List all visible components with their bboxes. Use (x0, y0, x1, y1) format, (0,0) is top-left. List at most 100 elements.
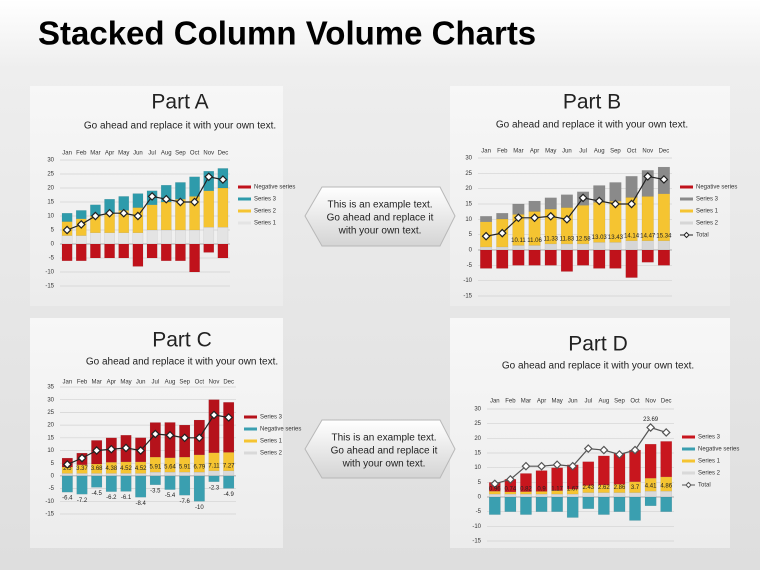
total-marker (224, 413, 234, 422)
bar-segment (488, 496, 501, 515)
bar-segment (528, 245, 541, 251)
bar-segment (535, 496, 548, 512)
x-tick-label: Jan (62, 380, 72, 386)
total-marker (490, 479, 500, 489)
bar-segment (625, 240, 638, 251)
y-tick-label: 35 (47, 385, 54, 391)
bar-segment (61, 212, 73, 222)
bar-segment (496, 246, 509, 251)
callout-text: Go ahead and replace it (331, 446, 438, 457)
bar-segment (496, 212, 509, 220)
y-tick-label: -5 (49, 256, 55, 262)
total-marker (106, 444, 116, 454)
bar-segment (179, 471, 191, 477)
bar-segment (135, 473, 147, 477)
data-label: 13.43 (608, 235, 624, 241)
y-tick-label: 10 (474, 465, 481, 471)
bar-segment (644, 490, 657, 498)
data-label: 4.86 (660, 484, 672, 490)
bar-segment (104, 243, 115, 259)
bar-segment (566, 493, 579, 498)
data-label: -6.4 (62, 496, 73, 502)
bar-segment (223, 470, 235, 477)
y-tick-label: -10 (45, 270, 54, 276)
y-tick-label: -15 (45, 512, 54, 518)
data-label: 5.91 (179, 465, 191, 471)
total-marker (121, 443, 131, 453)
x-tick-label: Jun (136, 380, 146, 386)
bar-segment (90, 232, 101, 245)
x-tick-label: Feb (77, 380, 88, 386)
bar-segment (61, 235, 73, 245)
total-marker (150, 429, 160, 439)
x-tick-label: Sep (175, 151, 186, 157)
y-tick-label: 15 (474, 451, 481, 457)
legend-label: Negative series (698, 447, 739, 453)
y-tick-label: 5 (478, 480, 482, 486)
bar-segment (118, 232, 130, 245)
data-label: 11.83 (560, 236, 575, 242)
bar-segment (160, 201, 172, 231)
x-tick-label: Sep (614, 399, 625, 405)
data-label: 14.47 (640, 233, 656, 239)
chart-subtitle: Go ahead and replace it with your own te… (84, 121, 276, 132)
y-tick-label: 10 (47, 448, 54, 454)
total-marker (627, 199, 637, 209)
bar-segment (189, 229, 200, 245)
total-marker (92, 446, 102, 455)
total-marker (147, 191, 157, 201)
bar-segment (91, 473, 103, 477)
bar-segment (641, 170, 654, 197)
bar-segment (593, 249, 606, 269)
bar-segment (609, 249, 622, 269)
data-label: 2.62 (598, 485, 610, 491)
bar-segment (120, 475, 132, 492)
data-label: 11.06 (527, 238, 542, 244)
bar-segment (641, 249, 654, 263)
bar-segment (175, 229, 186, 245)
x-tick-label: Oct (630, 399, 640, 405)
bar-segment (582, 461, 595, 486)
bar-segment (660, 490, 673, 498)
bar-segment (208, 399, 220, 453)
y-tick-label: 5 (469, 232, 473, 238)
legend-label: Series 1 (698, 459, 721, 465)
y-tick-label: 15 (465, 202, 472, 208)
bar-segment (625, 176, 638, 198)
callout-text: Go ahead and replace it (327, 213, 434, 224)
x-tick-label: Oct (190, 151, 200, 157)
x-tick-label: May (118, 151, 129, 157)
y-tick-label: 30 (465, 156, 472, 162)
bar-segment (598, 496, 610, 515)
bar-segment (496, 249, 509, 269)
total-line (485, 175, 665, 237)
y-tick-label: 15 (47, 200, 54, 206)
bar-segment (217, 226, 229, 245)
callout-shape (304, 186, 456, 247)
data-label: -7.6 (179, 499, 190, 505)
bar-segment (61, 473, 73, 477)
total-marker (136, 446, 146, 455)
bar-segment (544, 197, 557, 210)
total-marker (615, 450, 624, 459)
chart-subtitle: Go ahead and replace it with your own te… (502, 361, 694, 372)
bar-segment (189, 243, 200, 273)
legend-label: Negative series (696, 185, 737, 191)
bar-segment (560, 243, 573, 251)
total-marker (505, 474, 515, 484)
y-tick-label: -10 (472, 524, 481, 530)
bar-segment (189, 176, 200, 197)
bar-segment (488, 493, 501, 498)
bar-segment (146, 204, 158, 231)
bar-segment (149, 475, 161, 485)
callout-text: This is an example text. (331, 433, 436, 444)
legend-label: Series 2 (698, 471, 721, 477)
x-tick-label: Aug (599, 399, 610, 405)
x-tick-label: Sep (610, 149, 621, 155)
x-tick-label: Apr (537, 399, 546, 405)
y-tick-label: 25 (47, 410, 54, 416)
data-label: 0.96 (489, 487, 501, 493)
x-tick-label: Jan (490, 399, 500, 405)
data-label: 5.64 (164, 465, 176, 471)
bar-segment (577, 249, 590, 266)
